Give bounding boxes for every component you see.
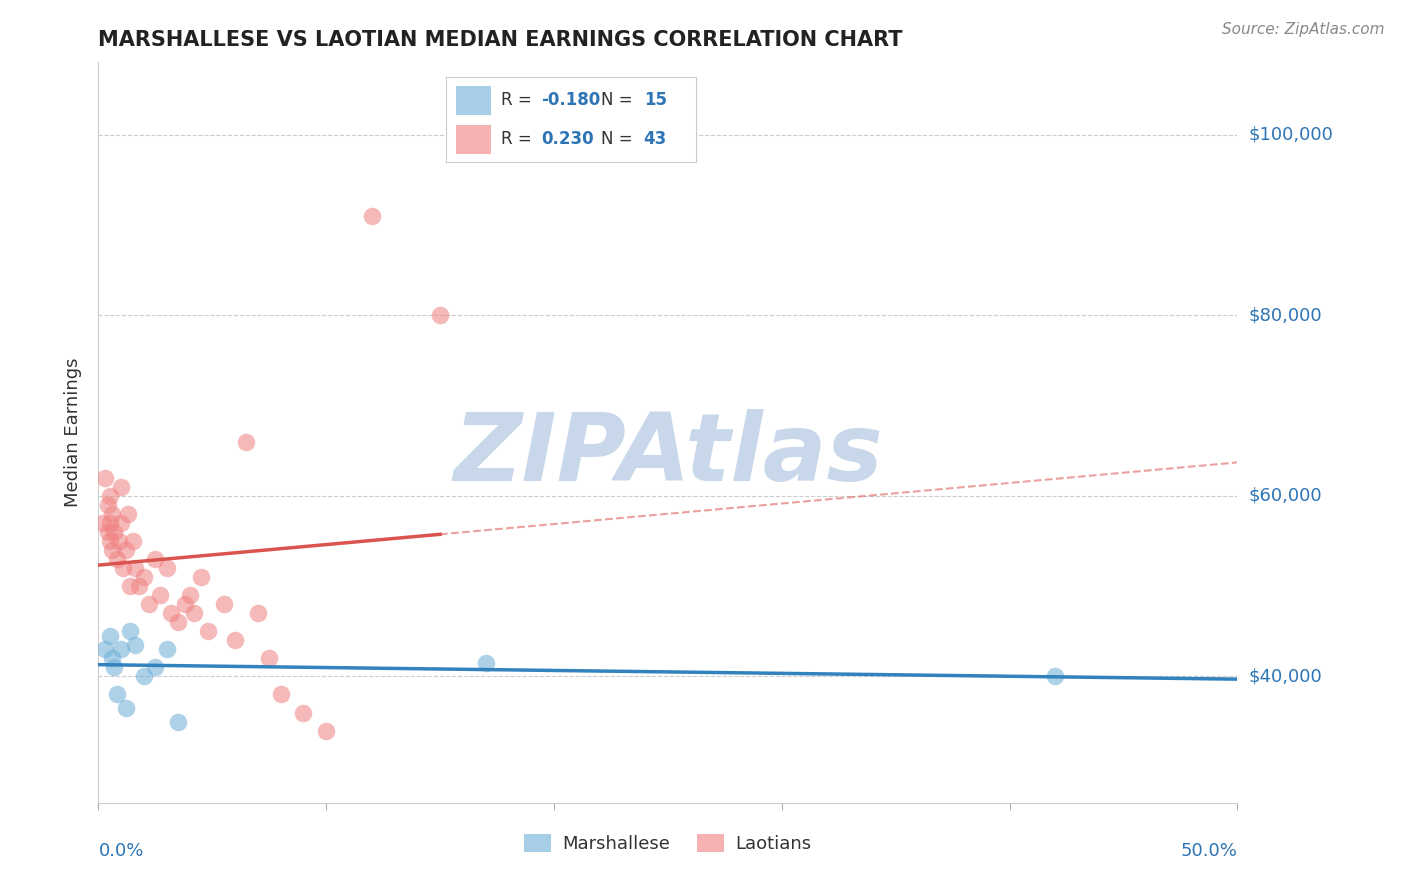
Laotians [124,561,146,575]
Text: $40,000: $40,000 [1249,667,1322,685]
Marshallese [1043,669,1066,683]
Text: Source: ZipAtlas.com: Source: ZipAtlas.com [1222,22,1385,37]
Laotians [235,434,257,449]
Marshallese [114,701,136,715]
Laotians [120,579,142,593]
Marshallese [156,642,179,657]
Laotians [167,615,190,630]
Marshallese [120,624,142,639]
Laotians [145,552,167,566]
Laotians [110,480,132,494]
Laotians [183,606,205,620]
Laotians [246,606,269,620]
Laotians [292,706,315,720]
Laotians [138,597,160,611]
Laotians [103,524,125,539]
Laotians [96,498,118,512]
Laotians [101,543,124,558]
Laotians [212,597,235,611]
Laotians [429,308,451,322]
Laotians [160,606,183,620]
Marshallese [110,642,132,657]
Text: 0.0%: 0.0% [98,842,143,860]
Laotians [94,471,117,485]
Laotians [101,507,124,521]
Marshallese [98,629,121,643]
Text: ZIPAtlas: ZIPAtlas [453,409,883,500]
Text: $80,000: $80,000 [1249,306,1322,325]
Laotians [98,516,121,530]
Marshallese [103,660,125,674]
Laotians [108,533,131,548]
Text: $100,000: $100,000 [1249,126,1333,144]
Y-axis label: Median Earnings: Median Earnings [65,358,83,508]
Marshallese [132,669,155,683]
Marshallese [167,714,190,729]
Text: $60,000: $60,000 [1249,487,1322,505]
Marshallese [124,638,146,652]
Marshallese [105,688,128,702]
Laotians [112,561,135,575]
Laotians [224,633,246,648]
Laotians [98,489,121,503]
Legend: Marshallese, Laotians: Marshallese, Laotians [517,827,818,861]
Laotians [121,533,143,548]
Laotians [190,570,212,584]
Laotians [156,561,179,575]
Laotians [98,533,121,548]
Laotians [174,597,197,611]
Laotians [360,209,382,223]
Laotians [91,516,114,530]
Laotians [96,524,118,539]
Text: MARSHALLESE VS LAOTIAN MEDIAN EARNINGS CORRELATION CHART: MARSHALLESE VS LAOTIAN MEDIAN EARNINGS C… [98,29,903,50]
Marshallese [101,651,124,665]
Laotians [105,552,128,566]
Laotians [128,579,150,593]
Text: 50.0%: 50.0% [1181,842,1237,860]
Laotians [197,624,219,639]
Laotians [315,723,337,738]
Marshallese [474,656,496,670]
Laotians [149,588,172,602]
Laotians [259,651,281,665]
Laotians [110,516,132,530]
Laotians [179,588,201,602]
Marshallese [94,642,117,657]
Laotians [114,543,136,558]
Laotians [132,570,155,584]
Marshallese [145,660,167,674]
Laotians [270,688,292,702]
Laotians [117,507,139,521]
